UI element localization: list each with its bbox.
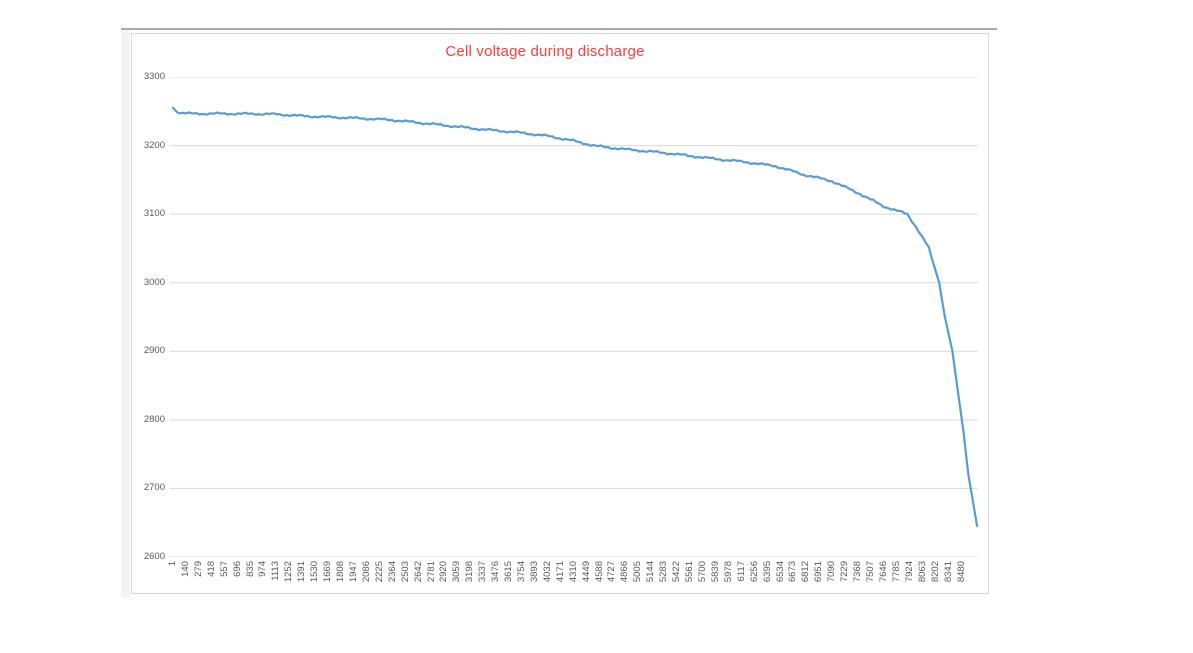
x-tick-label: 6534 [774,561,786,583]
x-tick-label: 4588 [593,561,605,583]
x-tick-label: 6117 [735,561,747,582]
x-tick-label: 4727 [606,561,618,583]
x-tick-label: 3754 [516,561,527,583]
chart-object[interactable]: Cell voltage during discharge 3300 3200 31… [131,33,989,594]
x-tick-label: 5561 [684,561,696,583]
x-tick-label: 2364 [386,561,398,583]
x-tick-label: 140 [179,561,191,577]
x-tick-label: 279 [192,561,204,577]
x-tick-label: 1669 [322,561,334,583]
x-tick-label: 2920 [438,561,450,583]
x-tick-label: 835 [244,561,256,577]
y-tick-label: 3000 [143,276,165,288]
x-tick-label: 1530 [309,561,321,583]
x-tick-label: 4032 [541,561,553,583]
x-tick-label: 3059 [451,561,463,583]
x-tick-label: 4449 [580,561,592,583]
y-axis-labels: 3300 3200 3100 3000 2900 2800 2700 2600 [132,34,165,593]
y-tick-label: 2600 [143,551,165,562]
x-tick-label: 5144 [645,561,657,583]
x-tick-label: 7507 [865,561,877,583]
x-tick-label: 6812 [800,561,812,583]
x-tick-label: 3615 [503,561,515,583]
x-tick-label: 557 [218,561,230,577]
x-tick-label: 3476 [490,561,502,583]
worksheet-gridline-top [121,28,997,30]
x-tick-label: 7785 [890,561,902,583]
x-tick-label: 4171 [554,561,566,583]
gridlines [170,77,978,557]
x-tick-label: 6395 [761,561,773,583]
y-tick-label: 3200 [143,139,165,151]
x-tick-label: 5283 [658,561,670,583]
x-tick-label: 6951 [813,561,825,583]
y-tick-label: 2700 [143,482,165,494]
x-tick-label: 696 [231,561,243,577]
plot-area [170,77,978,557]
x-tick-label: 1252 [283,561,295,583]
x-axis-labels: 1 140 279 418 557 696 835 974 1113 1252 1391 1530 16… [167,561,978,593]
x-tick-label: 5839 [709,561,721,583]
chart-title: Cell voltage during discharge [445,43,645,60]
worksheet-margin-strip [121,30,130,598]
x-tick-label: 6673 [787,561,799,583]
x-tick-label: 7229 [839,561,851,583]
x-tick-label: 7924 [903,561,915,583]
x-tick-label: 8063 [916,561,928,583]
x-tick-label: 2642 [412,561,424,583]
x-tick-label: 2503 [399,561,411,583]
y-tick-label: 3300 [143,71,165,82]
x-tick-label: 8480 [955,561,967,583]
x-tick-label: 1 [167,561,178,567]
x-tick-label: 2086 [360,561,372,583]
x-tick-label: 7368 [852,561,864,583]
x-tick-label: 4310 [567,561,579,583]
x-tick-label: 8341 [942,561,954,583]
x-tick-label: 5700 [696,561,708,583]
voltage-series-line [171,106,978,528]
x-tick-label: 3198 [464,561,476,583]
x-tick-label: 974 [257,561,269,577]
x-tick-label: 6256 [748,561,760,583]
y-tick-label: 2800 [143,413,165,425]
x-tick-label: 418 [205,561,217,577]
x-tick-label: 7646 [877,561,889,583]
x-tick-label: 3337 [477,561,489,583]
x-tick-label: 5978 [722,561,734,583]
x-tick-label: 4866 [619,561,631,583]
x-tick-label: 1113 [270,561,282,581]
x-tick-label: 8202 [929,561,941,583]
x-tick-label: 1808 [335,561,347,583]
x-tick-label: 2781 [425,561,437,583]
y-tick-label: 2900 [143,345,165,357]
y-tick-label: 3100 [143,208,165,220]
x-tick-label: 2225 [373,561,385,583]
x-tick-label: 1391 [296,561,308,583]
x-tick-label: 5005 [632,561,644,583]
x-tick-label: 7090 [826,561,838,583]
x-tick-label: 3893 [528,561,540,583]
x-tick-label: 1947 [347,561,359,583]
x-tick-label: 5422 [671,561,683,583]
